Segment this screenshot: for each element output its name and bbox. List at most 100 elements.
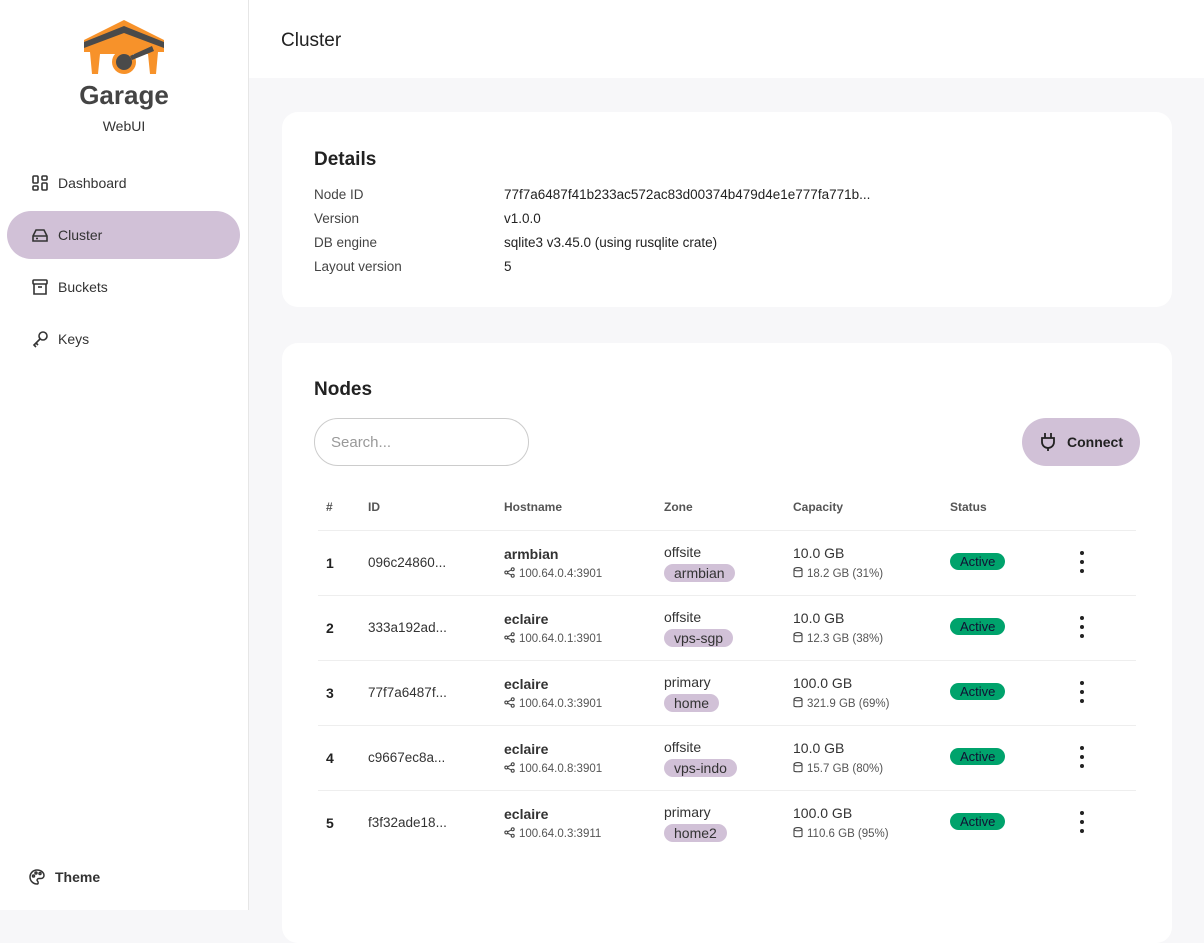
detail-value: 77f7a6487f41b233ac572ac83d00374b479d4e1e… xyxy=(504,187,871,202)
sidebar-item-dashboard[interactable]: Dashboard xyxy=(7,159,240,207)
table-row: 3 77f7a6487f... eclaire 100.64.0.3:3901 prim… xyxy=(318,660,1136,725)
usage-text: 18.2 GB (31%) xyxy=(807,568,884,580)
palette-icon xyxy=(29,869,45,885)
share-icon xyxy=(504,632,515,646)
node-zone: offsite xyxy=(664,739,702,755)
node-address: 100.64.0.1:3901 xyxy=(504,632,602,646)
database-icon xyxy=(793,632,803,646)
address-text: 100.64.0.4:3901 xyxy=(519,568,603,580)
status-badge: Active xyxy=(950,683,1006,700)
column-header-id: ID xyxy=(368,500,380,514)
theme-button[interactable]: Theme xyxy=(28,868,100,886)
node-capacity: 100.0 GB xyxy=(793,805,853,821)
status-badge: Active xyxy=(950,748,1006,765)
node-id: 77f7a6487f... xyxy=(368,685,447,700)
detail-value: sqlite3 v3.45.0 (using rusqlite crate) xyxy=(504,235,718,250)
node-id: f3f32ade18... xyxy=(368,815,447,830)
node-capacity: 100.0 GB xyxy=(793,675,853,691)
nodes-card: Nodes Connect # ID Hostname Zone Capacit… xyxy=(282,343,1172,943)
node-usage: 15.7 GB (80%) xyxy=(793,762,883,776)
sidebar-item-label: Keys xyxy=(58,331,90,347)
share-icon xyxy=(504,567,515,581)
detail-label: Version xyxy=(314,211,360,226)
share-icon xyxy=(504,827,515,841)
dashboard-icon xyxy=(32,175,48,191)
node-id: 096c24860... xyxy=(368,555,447,570)
node-zone: primary xyxy=(664,804,711,820)
more-options-icon[interactable] xyxy=(1074,811,1090,833)
address-text: 100.64.0.1:3901 xyxy=(519,633,603,645)
sidebar-item-label: Buckets xyxy=(58,279,108,295)
plug-icon xyxy=(1041,433,1055,451)
status-badge: Active xyxy=(950,618,1006,635)
address-text: 100.64.0.3:3901 xyxy=(519,698,603,710)
usage-text: 321.9 GB (69%) xyxy=(807,698,890,710)
archive-icon xyxy=(32,279,48,295)
node-number: 2 xyxy=(326,620,334,636)
node-address: 100.64.0.8:3901 xyxy=(504,762,602,776)
details-card: Details Node ID 77f7a6487f41b233ac572ac83… xyxy=(282,112,1172,307)
brand-subtitle: WebUI xyxy=(102,118,146,134)
server-icon xyxy=(32,229,48,242)
more-options-icon[interactable] xyxy=(1074,681,1090,703)
sidebar-item-buckets[interactable]: Buckets xyxy=(7,263,240,311)
more-options-icon[interactable] xyxy=(1074,551,1090,573)
node-capacity: 10.0 GB xyxy=(793,545,845,561)
more-options-icon[interactable] xyxy=(1074,616,1090,638)
detail-value: 5 xyxy=(504,259,512,274)
column-header-zone: Zone xyxy=(664,500,693,514)
more-options-icon[interactable] xyxy=(1074,746,1090,768)
node-hostname: eclaire xyxy=(504,741,549,757)
sidebar: Garage WebUI Dashboard Cluster Buckets K… xyxy=(0,0,249,910)
database-icon xyxy=(793,762,803,776)
table-row: 2 333a192ad... eclaire 100.64.0.1:3901 offsi… xyxy=(318,595,1136,660)
share-icon xyxy=(504,697,515,711)
node-hostname: eclaire xyxy=(504,806,549,822)
usage-text: 15.7 GB (80%) xyxy=(807,763,884,775)
status-badge: Active xyxy=(950,553,1006,570)
node-hostname: eclaire xyxy=(504,676,549,692)
detail-row-layout-version: Layout version 5 xyxy=(314,259,512,274)
sidebar-item-label: Dashboard xyxy=(58,175,127,191)
node-zone: offsite xyxy=(664,609,702,625)
sidebar-item-keys[interactable]: Keys xyxy=(7,315,240,363)
node-number: 3 xyxy=(326,685,334,701)
address-text: 100.64.0.8:3901 xyxy=(519,763,603,775)
node-tag: home2 xyxy=(664,824,727,842)
search-input[interactable] xyxy=(314,418,529,466)
column-header-hostname: Hostname xyxy=(504,500,563,514)
theme-label: Theme xyxy=(55,869,101,885)
connect-button[interactable]: Connect xyxy=(1022,418,1140,466)
address-text: 100.64.0.3:3911 xyxy=(519,828,602,840)
table-row: 1 096c24860... armbian 100.64.0.4:3901 offsi… xyxy=(318,530,1136,595)
usage-text: 12.3 GB (38%) xyxy=(807,633,884,645)
detail-row-db-engine: DB engine sqlite3 v3.45.0 (using rusqlite… xyxy=(314,235,717,250)
node-capacity: 10.0 GB xyxy=(793,610,845,626)
database-icon xyxy=(793,567,803,581)
detail-label: Layout version xyxy=(314,259,402,274)
column-header-capacity: Capacity xyxy=(793,500,844,514)
table-row: 5 f3f32ade18... eclaire 100.64.0.3:3911 prim… xyxy=(318,790,1136,855)
brand-name: Garage xyxy=(79,80,169,110)
node-hostname: eclaire xyxy=(504,611,549,627)
column-header-status: Status xyxy=(950,500,987,514)
detail-value: v1.0.0 xyxy=(504,211,541,226)
node-usage: 321.9 GB (69%) xyxy=(793,697,889,711)
node-tag: armbian xyxy=(664,564,735,582)
node-zone: primary xyxy=(664,674,711,690)
share-icon xyxy=(504,762,515,776)
page-title: Cluster xyxy=(281,30,342,51)
node-hostname: armbian xyxy=(504,546,559,562)
node-address: 100.64.0.3:3901 xyxy=(504,697,602,711)
key-icon xyxy=(32,331,48,348)
sidebar-item-cluster[interactable]: Cluster xyxy=(7,211,240,259)
node-number: 5 xyxy=(326,815,334,831)
connect-label: Connect xyxy=(1067,434,1123,450)
top-bar: Cluster xyxy=(249,0,1204,78)
database-icon xyxy=(793,697,803,711)
garage-logo xyxy=(84,20,164,74)
detail-label: Node ID xyxy=(314,187,364,202)
node-number: 4 xyxy=(326,750,334,766)
node-capacity: 10.0 GB xyxy=(793,740,845,756)
node-address: 100.64.0.3:3911 xyxy=(504,827,601,841)
